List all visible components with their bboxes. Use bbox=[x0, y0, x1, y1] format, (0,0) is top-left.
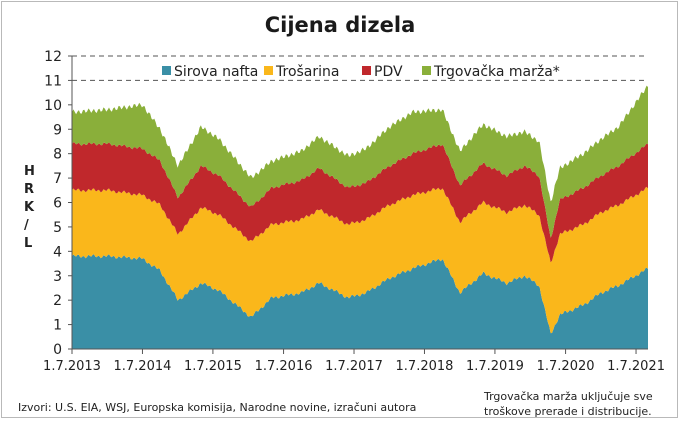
footnote-line: Trgovačka marža uključuje sve bbox=[484, 390, 653, 403]
legend-swatch bbox=[264, 66, 273, 75]
y-tick-label: 8 bbox=[53, 147, 62, 163]
y-tick-label: 0 bbox=[53, 342, 62, 358]
area-series-3 bbox=[72, 142, 648, 263]
legend-label: Trošarina bbox=[275, 64, 339, 80]
y-tick-label: 4 bbox=[53, 244, 62, 260]
y-tick-label: 1 bbox=[53, 318, 62, 334]
y-tick-label: 12 bbox=[44, 49, 62, 65]
y-axis-label-letter: R bbox=[24, 182, 35, 197]
axes bbox=[68, 55, 648, 354]
x-tick-label: 1.7.2021 bbox=[607, 359, 665, 374]
source-note: Izvori: U.S. EIA, WSJ, Europska komisija… bbox=[18, 401, 417, 414]
y-axis-label-letter: L bbox=[24, 236, 33, 251]
area-series-4 bbox=[72, 85, 648, 238]
y-tick-label: 11 bbox=[44, 73, 62, 89]
legend-label: Sirova nafta bbox=[174, 64, 258, 80]
legend-label: PDV bbox=[374, 64, 403, 80]
y-tick-label: 3 bbox=[53, 269, 62, 285]
y-axis-label-letter: K bbox=[24, 200, 35, 215]
x-tick-label: 1.7.2017 bbox=[325, 359, 383, 374]
footnote-line: troškove prerade i distribucije. bbox=[484, 405, 652, 418]
x-tick-label: 1.7.2018 bbox=[396, 359, 454, 374]
area-series-2 bbox=[72, 186, 648, 334]
legend: Sirova nafta Trošarina PDV Trgovačka marža* bbox=[162, 64, 560, 80]
stacked-areas bbox=[72, 85, 648, 349]
area-series-1 bbox=[72, 254, 648, 349]
chart-title: Cijena dizela bbox=[265, 13, 416, 37]
y-tick-label: 5 bbox=[53, 220, 62, 236]
x-tick-label: 1.7.2020 bbox=[537, 359, 595, 374]
y-tick-label: 6 bbox=[53, 196, 62, 212]
y-tick-label: 10 bbox=[44, 98, 62, 114]
y-tick-label: 7 bbox=[53, 171, 62, 187]
x-tick-label: 1.7.2013 bbox=[43, 359, 101, 374]
x-tick-label: 1.7.2019 bbox=[466, 359, 524, 374]
gridlines bbox=[72, 55, 648, 81]
y-axis-label-letter: H bbox=[24, 164, 35, 179]
legend-swatch bbox=[362, 66, 371, 75]
x-tick-label: 1.7.2014 bbox=[114, 359, 172, 374]
x-tick-labels: 1.7.2013 1.7.2014 1.7.2015 1.7.2016 1.7.2017… bbox=[43, 359, 665, 374]
y-tick-label: 2 bbox=[53, 293, 62, 309]
y-tick-label: 9 bbox=[53, 122, 62, 138]
footnote: Trgovačka marža uključuje sve troškove p… bbox=[484, 389, 674, 419]
legend-label: Trgovačka marža* bbox=[433, 64, 560, 80]
x-tick-label: 1.7.2016 bbox=[255, 359, 313, 374]
y-axis-label-letter: / bbox=[24, 218, 29, 233]
legend-swatch bbox=[162, 66, 171, 75]
legend-swatch bbox=[422, 66, 431, 75]
x-tick-label: 1.7.2015 bbox=[184, 359, 242, 374]
